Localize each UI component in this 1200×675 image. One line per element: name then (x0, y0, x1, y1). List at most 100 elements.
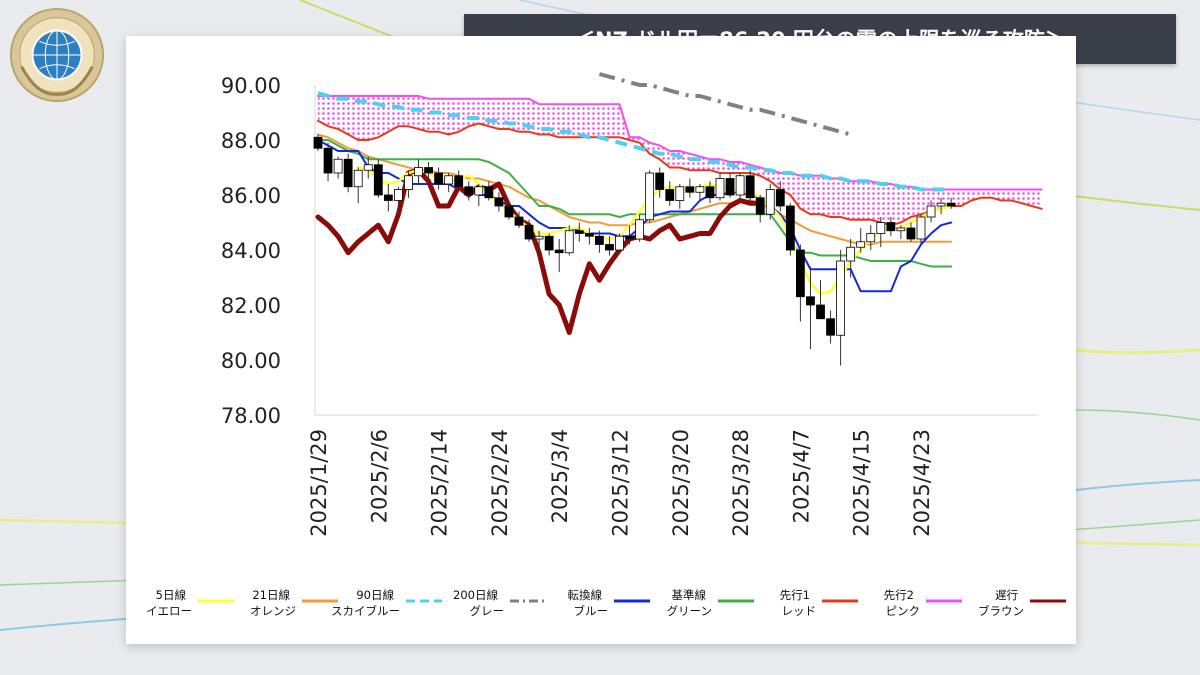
candle-body (846, 246, 856, 262)
candle-body (886, 222, 896, 232)
x-tick-label: 2025/3/20 (669, 429, 693, 537)
candle-body (373, 164, 383, 196)
x-tick-label: 2025/3/28 (729, 429, 753, 537)
candle-body (926, 205, 936, 218)
candle-body (323, 147, 333, 174)
y-tick-label: 80.00 (221, 349, 281, 373)
y-tick-label: 84.00 (221, 239, 281, 263)
candle-body (353, 169, 363, 188)
candle-body (554, 249, 564, 254)
candle-body (504, 205, 514, 218)
y-tick-label: 78.00 (221, 404, 281, 428)
legend-label: 遅行 (995, 588, 1018, 602)
legend-label: 先行1 (780, 588, 810, 602)
candle-body (564, 230, 574, 254)
candle-body (765, 189, 775, 215)
x-tick-label: 2025/3/12 (609, 429, 633, 537)
series-line (317, 133, 953, 246)
candle-body (534, 235, 544, 240)
legend-label: 転換線 (568, 588, 603, 602)
candle-body (705, 186, 715, 199)
candle-body (946, 202, 956, 207)
legend-sublabel: イエロー (146, 604, 192, 618)
candle-body (645, 172, 655, 221)
series-line (598, 72, 852, 137)
candle-body (454, 175, 464, 188)
legend-sublabel: スカイブルー (331, 604, 400, 618)
x-tick-label: 2025/3/4 (548, 429, 572, 523)
candle-body (544, 235, 554, 251)
y-tick-label: 90.00 (221, 74, 281, 98)
legend-sublabel: ブルー (574, 604, 609, 618)
legend-label: 先行2 (884, 588, 914, 602)
candle-body (635, 219, 645, 240)
candle-body (594, 235, 604, 245)
candle-body (574, 230, 584, 234)
legend-sublabel: グレー (470, 604, 505, 618)
candle-body (464, 186, 474, 196)
ichimoku-chart: 90.00 88.00 86.00 84.00 82.00 80.00 78.00 2025/… (146, 72, 1066, 618)
candle-body (404, 175, 413, 190)
candle-body (424, 167, 433, 174)
candle-body (826, 318, 835, 336)
y-tick-label: 82.00 (221, 294, 281, 318)
candle-body (414, 167, 423, 177)
candle-body (725, 178, 735, 196)
candle-body (615, 235, 624, 251)
x-tick-label: 2025/4/23 (910, 429, 934, 537)
candle-body (735, 175, 745, 196)
candle-body (866, 233, 876, 243)
candle-body (796, 249, 805, 298)
candle-body (675, 186, 685, 201)
candle-body (755, 197, 765, 215)
series-line (317, 139, 953, 268)
legend-label: 21日線 (252, 588, 290, 602)
candle-body (715, 178, 725, 199)
candle-body (836, 260, 845, 336)
x-tick-label: 2025/4/15 (850, 429, 874, 537)
legend-sublabel: グリーン (667, 604, 712, 618)
candle-body (474, 186, 484, 196)
legend-sublabel: オレンジ (250, 604, 296, 618)
candle-body (876, 222, 886, 234)
candle-body (313, 136, 323, 149)
candle-body (444, 175, 454, 185)
candle-body (514, 216, 524, 226)
candle-body (625, 235, 634, 240)
candle-body (665, 189, 675, 201)
candle-body (906, 227, 916, 240)
legend-label: 基準線 (672, 588, 707, 602)
candle-body (434, 172, 444, 185)
candle-body (745, 175, 755, 199)
legend-sublabel: ピンク (886, 604, 921, 618)
candle-body (584, 233, 594, 237)
legend-sublabel: ブラウン (978, 604, 1024, 618)
legend-label: 90日線 (356, 588, 394, 602)
legend-sublabel: レッド (782, 604, 817, 618)
candle-body (383, 194, 393, 201)
candle-body (494, 197, 504, 207)
candle-body (785, 205, 795, 251)
candle-body (605, 244, 614, 251)
legend-label: 200日線 (453, 588, 498, 602)
candle-body (856, 241, 866, 248)
legend-label: 5日線 (156, 588, 187, 602)
x-tick-label: 2025/2/6 (367, 429, 391, 523)
candle-body (816, 304, 825, 320)
candle-body (343, 158, 353, 188)
candle-body (806, 296, 815, 306)
candle-body (484, 186, 494, 199)
y-tick-label: 88.00 (221, 129, 281, 153)
candle-body (775, 189, 785, 207)
candle-body (393, 189, 403, 201)
candle-body (524, 224, 534, 240)
x-tick-label: 2025/2/24 (488, 429, 512, 537)
candle-body (896, 227, 906, 232)
candle-body (655, 172, 665, 190)
candle-body (695, 186, 705, 193)
candle-body (936, 202, 946, 207)
series-line (317, 91, 952, 192)
y-tick-label: 86.00 (221, 184, 281, 208)
x-tick-label: 2025/2/14 (428, 429, 452, 537)
candle-body (333, 158, 343, 174)
